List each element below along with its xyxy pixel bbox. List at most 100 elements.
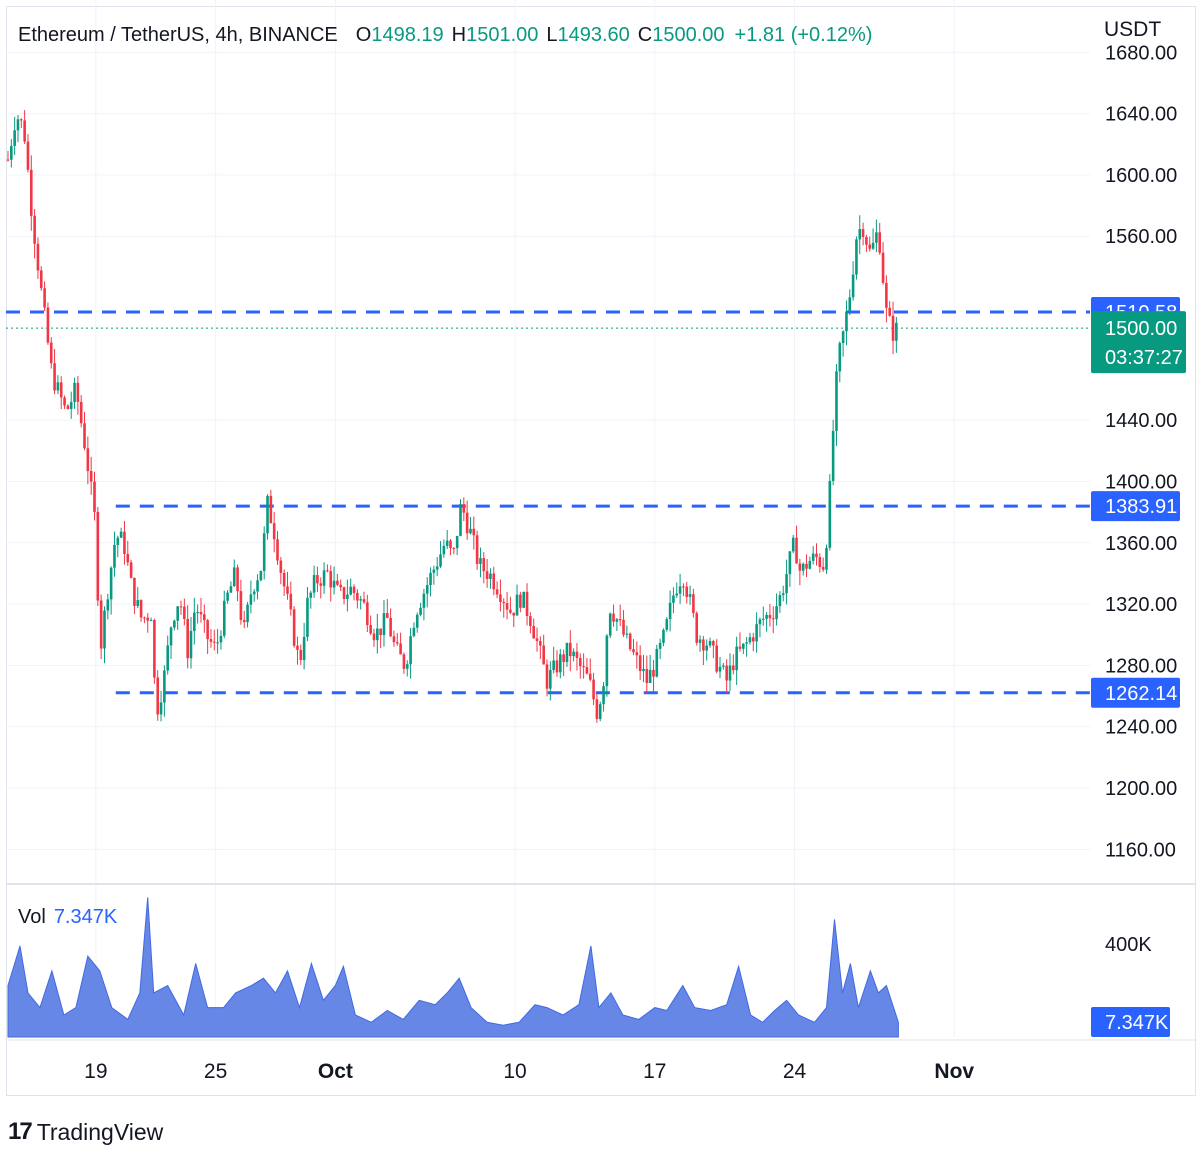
- candle-body: [349, 586, 352, 595]
- candle-body: [768, 614, 772, 619]
- candle-body: [462, 504, 466, 513]
- candle-body: [472, 528, 476, 536]
- candle-body: [429, 572, 432, 586]
- candle-body: [109, 567, 113, 600]
- candle-body: [376, 628, 379, 641]
- candle-body: [119, 531, 123, 538]
- candle-body: [176, 606, 179, 621]
- candle-body: [402, 654, 406, 669]
- candle-body: [888, 307, 892, 316]
- candle-body: [821, 566, 825, 570]
- candle-body: [20, 119, 23, 121]
- candle-body: [366, 602, 369, 626]
- candle-body: [598, 704, 602, 719]
- candle-body: [875, 232, 878, 243]
- candle-body: [525, 591, 529, 617]
- candle-body: [695, 613, 699, 643]
- candle-body: [232, 567, 236, 587]
- candle-body: [23, 120, 26, 142]
- currency-label[interactable]: USDT: [1104, 18, 1162, 41]
- candle-body: [485, 571, 489, 579]
- close-label: C: [637, 24, 653, 46]
- candle-body: [885, 282, 888, 308]
- price-tick-label: 1160.00: [1105, 839, 1176, 861]
- candle-body: [156, 677, 160, 715]
- candle-body: [405, 664, 409, 669]
- time-axis[interactable]: 19 25 Oct 10 17 24 Nov: [84, 1060, 974, 1083]
- candle-body: [851, 274, 855, 298]
- candle-body: [96, 511, 100, 601]
- candle-body: [549, 670, 552, 689]
- volume-series: 400K 7.347K: [7, 897, 1170, 1038]
- candle-body: [595, 699, 599, 719]
- candle-body: [409, 636, 412, 665]
- candle-body: [742, 643, 745, 649]
- candle-body: [735, 646, 738, 671]
- candle-body: [179, 606, 183, 608]
- candle-body: [76, 382, 80, 402]
- candle-body: [379, 628, 382, 636]
- candle-body: [848, 297, 852, 312]
- support-resistance-lines[interactable]: [6, 310, 1090, 695]
- level-badge: [1091, 491, 1180, 522]
- candle-body: [555, 660, 559, 673]
- low-value: 1493.60: [557, 24, 630, 46]
- candle-body: [136, 600, 140, 606]
- candle-body: [459, 504, 462, 536]
- candle-body: [286, 586, 289, 594]
- candle-body: [53, 363, 56, 391]
- candle-body: [93, 481, 96, 512]
- candle-body: [236, 567, 239, 592]
- candle-body: [868, 244, 872, 249]
- candle-body: [296, 645, 299, 650]
- candle-body: [103, 610, 106, 649]
- candle-body: [339, 584, 343, 588]
- price-tick-label: 1360.00: [1105, 533, 1177, 555]
- price-tick-label: 1560.00: [1105, 226, 1177, 248]
- candle-body: [173, 620, 176, 628]
- volume-label[interactable]: Vol: [18, 906, 46, 928]
- open-label: O: [355, 24, 372, 46]
- candle-body: [123, 531, 126, 555]
- candle-body: [618, 619, 622, 621]
- candle-body: [845, 311, 848, 332]
- candle-body: [841, 331, 845, 344]
- candle-body: [592, 679, 595, 700]
- candle-body: [46, 307, 50, 343]
- price-tick-label: 1640.00: [1105, 104, 1177, 126]
- candle-body: [146, 617, 150, 621]
- candle-body: [562, 654, 565, 662]
- candle-body: [292, 609, 296, 646]
- candle-body: [159, 702, 163, 715]
- price-axis[interactable]: 1680.00 1640.00 1600.00 1560.00 1440.00 1400.…: [1105, 42, 1177, 861]
- symbol-title[interactable]: Ethereum / TetherUS, 4h, BINANCE: [18, 24, 338, 46]
- volume-tick-label: 400K: [1105, 934, 1152, 956]
- candle-body: [203, 614, 206, 621]
- candle-body: [306, 597, 309, 637]
- candle-body: [692, 594, 695, 614]
- candle-body: [385, 613, 389, 618]
- candle-body: [788, 551, 792, 575]
- candle-body: [262, 533, 266, 571]
- candle-body: [552, 660, 555, 671]
- tradingview-brand[interactable]: 17 TradingView: [8, 1118, 163, 1146]
- candle-body: [672, 595, 675, 603]
- candle-body: [712, 641, 715, 646]
- candle-body: [242, 620, 246, 623]
- candle-body: [505, 603, 509, 610]
- candle-body: [226, 592, 229, 601]
- candle-body: [588, 673, 592, 680]
- candle-body: [638, 655, 642, 672]
- candle-body: [648, 669, 652, 683]
- candle-body: [59, 382, 63, 398]
- candle-body: [189, 630, 193, 659]
- time-tick-label: Nov: [934, 1060, 974, 1083]
- candle-body: [239, 591, 243, 621]
- candle-body: [682, 586, 685, 588]
- candle-body: [519, 594, 522, 608]
- candle-body: [249, 594, 253, 605]
- candle-body: [149, 620, 153, 622]
- candle-body: [279, 560, 283, 573]
- candle-body: [196, 612, 199, 614]
